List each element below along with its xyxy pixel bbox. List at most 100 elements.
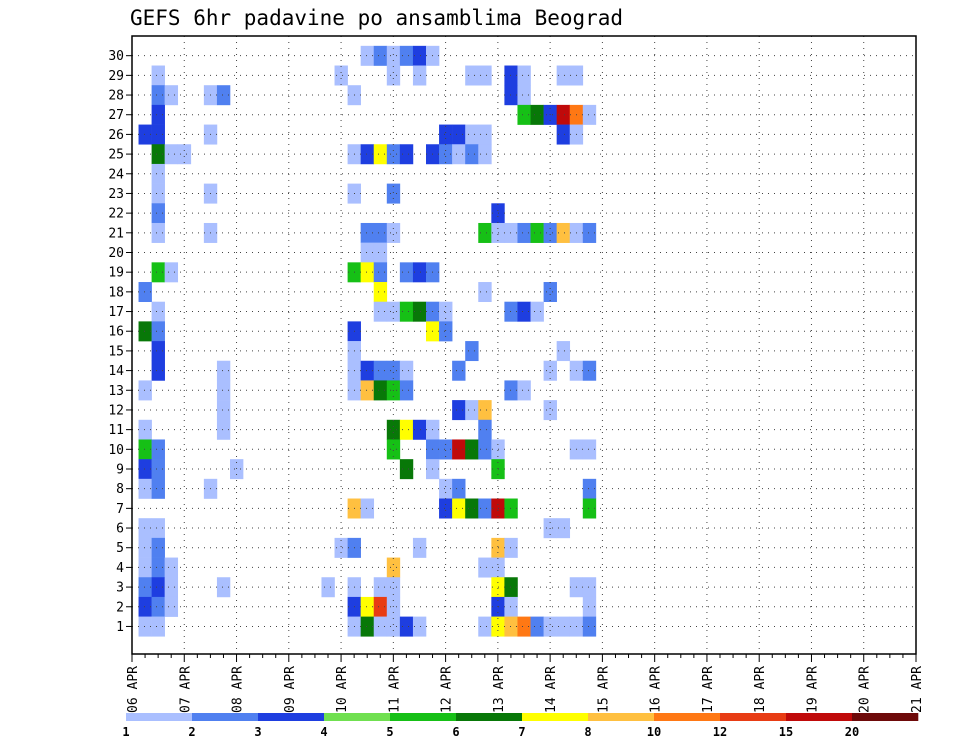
heatmap-cell xyxy=(360,144,375,165)
heatmap-cell xyxy=(412,301,427,322)
chart-title: GEFS 6hr padavine po ansamblima Beograd xyxy=(130,6,623,30)
heatmap-cell xyxy=(138,478,152,499)
heatmap-cell xyxy=(399,301,414,322)
heatmap-cell xyxy=(452,478,466,499)
heatmap-cell xyxy=(582,577,597,598)
heatmap-cell xyxy=(465,65,479,86)
heatmap-cell xyxy=(439,124,453,145)
heatmap-cell xyxy=(151,163,165,184)
heatmap-cell xyxy=(399,262,414,283)
x-tick-label: 12 APR xyxy=(440,666,455,713)
plot-frame xyxy=(131,35,917,655)
heatmap-cell xyxy=(164,144,179,165)
legend-swatch xyxy=(588,713,655,721)
heatmap-cell xyxy=(216,577,231,598)
heatmap-cell xyxy=(582,222,597,243)
heatmap-cell xyxy=(151,616,165,637)
heatmap-cell xyxy=(151,577,165,598)
heatmap-cell xyxy=(465,341,479,362)
heatmap-cell xyxy=(151,321,165,342)
x-tick-label: 19 APR xyxy=(805,666,820,713)
y-tick-label: 19 xyxy=(108,266,124,281)
y-tick-label: 27 xyxy=(108,108,124,123)
heatmap-cell xyxy=(478,282,492,303)
legend-swatch xyxy=(522,713,589,721)
heatmap-cell xyxy=(216,419,231,440)
heatmap-cell xyxy=(151,478,165,499)
legend-swatch xyxy=(390,713,457,721)
y-tick-label: 4 xyxy=(116,561,124,576)
heatmap-cell xyxy=(360,596,375,617)
heatmap-cell xyxy=(399,144,414,165)
heatmap-cell xyxy=(452,360,466,381)
heatmap-cell xyxy=(556,104,571,125)
heatmap-cell xyxy=(230,459,244,480)
heatmap-cell xyxy=(151,262,165,283)
heatmap-cell xyxy=(556,222,571,243)
legend-swatch xyxy=(126,713,193,721)
heatmap-cell xyxy=(151,104,165,125)
heatmap-cell xyxy=(386,45,401,66)
heatmap-cell xyxy=(334,65,348,86)
y-tick-label: 24 xyxy=(108,167,124,182)
heatmap-cell xyxy=(216,400,231,421)
y-tick-label: 16 xyxy=(108,325,124,340)
heatmap-cell xyxy=(151,144,165,165)
heatmap-cell xyxy=(412,262,427,283)
x-tick-label: 08 APR xyxy=(231,666,246,713)
heatmap-cell xyxy=(138,616,152,637)
heatmap-cell xyxy=(360,222,375,243)
y-tick-label: 18 xyxy=(108,285,124,300)
heatmap-cell xyxy=(543,616,557,637)
heatmap-cell xyxy=(582,104,597,125)
legend-label: 12 xyxy=(713,725,727,739)
heatmap-cell xyxy=(373,242,388,263)
y-tick-label: 11 xyxy=(108,423,124,438)
heatmap-cell xyxy=(164,85,179,106)
x-tick-label: 06 APR xyxy=(126,666,141,713)
heatmap-cells xyxy=(138,45,597,637)
heatmap-cell xyxy=(386,183,401,204)
y-tick-label: 1 xyxy=(116,620,124,635)
heatmap-cell xyxy=(138,380,152,401)
heatmap-cell xyxy=(151,203,165,224)
heatmap-cell xyxy=(543,282,557,303)
y-tick-label: 12 xyxy=(108,403,124,418)
heatmap-cell xyxy=(386,616,401,637)
legend-swatch xyxy=(258,713,325,721)
heatmap-cell xyxy=(360,242,375,263)
y-tick-label: 2 xyxy=(116,600,124,615)
heatmap-cell xyxy=(439,498,453,519)
heatmap-cell xyxy=(151,459,165,480)
x-tick-label: 10 APR xyxy=(335,666,350,713)
heatmap-cell xyxy=(334,537,348,558)
heatmap-cell xyxy=(151,85,165,106)
legend-label: 1 xyxy=(122,725,129,739)
heatmap-cell xyxy=(151,341,165,362)
heatmap-cell xyxy=(582,439,597,460)
legend-label: 6 xyxy=(452,725,459,739)
heatmap-cell xyxy=(151,124,165,145)
legend-label: 8 xyxy=(584,725,591,739)
heatmap-cell xyxy=(412,616,427,637)
legend-label: 15 xyxy=(779,725,793,739)
x-tick-label: 20 APR xyxy=(858,666,873,713)
heatmap-cell xyxy=(478,222,492,243)
heatmap-cell xyxy=(399,616,414,637)
y-tick-label: 13 xyxy=(108,384,124,399)
heatmap-cell xyxy=(151,596,165,617)
y-tick-label: 23 xyxy=(108,187,124,202)
heatmap-cell xyxy=(373,616,388,637)
heatmap-cell xyxy=(151,557,165,578)
heatmap-cell xyxy=(412,537,427,558)
heatmap-cell xyxy=(138,577,152,598)
x-tick-label: 14 APR xyxy=(544,666,559,713)
y-tick-label: 6 xyxy=(116,522,124,537)
heatmap-cell xyxy=(556,124,571,145)
heatmap-cell xyxy=(582,616,597,637)
x-tick-label: 16 APR xyxy=(649,666,664,713)
y-tick-label: 14 xyxy=(108,364,124,379)
heatmap-cell xyxy=(164,577,179,598)
heatmap-cell xyxy=(412,65,427,86)
heatmap-cell xyxy=(360,616,375,637)
